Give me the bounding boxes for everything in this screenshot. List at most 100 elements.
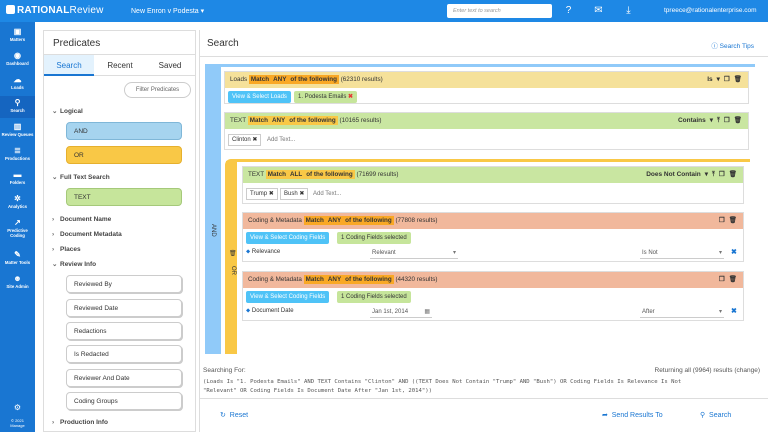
- user-email[interactable]: tpreece@rationalenterprise.com: [664, 7, 757, 14]
- match-of-label: of the following: [343, 275, 394, 284]
- coding-operator-select[interactable]: After ▾: [640, 306, 724, 318]
- text-token[interactable]: Trump ✖: [246, 188, 278, 200]
- match-any-toggle[interactable]: ANY: [325, 216, 344, 225]
- nav-matter-tools[interactable]: ✎ Matter Tools: [0, 250, 35, 265]
- predicate-text[interactable]: TEXT: [66, 188, 182, 206]
- upload-icon[interactable]: ⤒: [717, 117, 720, 124]
- section-logical[interactable]: ⌄ Logical: [52, 107, 83, 115]
- operator-select[interactable]: Contains: [677, 117, 706, 124]
- section-document-name[interactable]: › Document Name: [52, 216, 111, 223]
- nav-loads[interactable]: ☁ Loads: [0, 75, 35, 90]
- tab-recent[interactable]: Recent: [107, 61, 133, 70]
- selected-load-chip[interactable]: 1. Podesta Emails ✖: [294, 91, 358, 103]
- nav-analytics[interactable]: ✲ Analytics: [0, 194, 35, 209]
- predicate-redactions[interactable]: Redactions: [66, 322, 182, 340]
- date-input[interactable]: Jan 1st, 2014 ▦: [370, 306, 432, 318]
- copy-icon[interactable]: ❐: [723, 76, 730, 83]
- loads-predicate: Loads Match ANY of the following (62310 re…: [224, 71, 749, 104]
- upload-icon[interactable]: ⤒: [712, 171, 715, 178]
- search-button[interactable]: ⚲ Search: [700, 411, 731, 419]
- nav-dashboard[interactable]: ◉ Dashboard: [0, 51, 35, 66]
- predicate-reviewer-and-date[interactable]: Reviewer And Date: [66, 369, 182, 387]
- add-text-input[interactable]: Add Text...: [313, 191, 342, 197]
- view-select-loads-button[interactable]: View & Select Loads: [228, 91, 291, 103]
- remove-field-icon[interactable]: ✖: [731, 308, 737, 315]
- trash-icon[interactable]: 🗑: [728, 276, 737, 283]
- nav-site-admin[interactable]: ☻ Site Admin: [0, 274, 35, 289]
- settings-icon[interactable]: ⚙: [13, 403, 22, 412]
- copy-icon[interactable]: ❐: [718, 276, 725, 283]
- section-full-text[interactable]: ⌄ Full Text Search: [52, 173, 110, 181]
- search-tips-link[interactable]: ⓘ Search Tips: [711, 40, 754, 50]
- section-review-info[interactable]: ⌄ Review Info: [52, 260, 96, 268]
- predicate-reviewed-by[interactable]: Reviewed By: [66, 275, 182, 293]
- predicate-and[interactable]: AND: [66, 122, 182, 140]
- match-any-toggle[interactable]: ANY: [271, 75, 289, 84]
- calendar-icon[interactable]: ▦: [424, 309, 430, 315]
- copy-icon[interactable]: ❐: [718, 217, 725, 224]
- remove-field-icon[interactable]: ✖: [731, 249, 737, 256]
- close-icon[interactable]: ✖: [348, 94, 354, 100]
- cloud-upload-icon: ☁: [13, 75, 22, 84]
- result-count: (71699 results): [356, 171, 399, 178]
- copy-icon[interactable]: ❐: [723, 117, 730, 124]
- reset-label: Reset: [229, 412, 249, 419]
- manage-link[interactable]: Manage: [10, 423, 25, 428]
- copy-icon[interactable]: ❐: [718, 171, 725, 178]
- view-select-coding-fields-button[interactable]: View & Select Coding Fields: [246, 232, 330, 244]
- trash-icon[interactable]: 🗑: [733, 76, 742, 83]
- close-icon[interactable]: ✖: [252, 137, 258, 143]
- filter-predicates-input[interactable]: Filter Predicates: [124, 82, 191, 98]
- add-text-input[interactable]: Add Text...: [267, 137, 296, 143]
- nav-footer: ⚙ © 2021 Manage: [0, 403, 35, 428]
- text-header: TEXT Match ANY of the following (10165 res…: [225, 113, 748, 129]
- coding-operator-select[interactable]: Is Not ▾: [640, 247, 724, 259]
- view-select-coding-fields-button[interactable]: View & Select Coding Fields: [246, 291, 330, 303]
- text-token[interactable]: Bush ✖: [280, 188, 309, 200]
- nav-review-queues[interactable]: ▥ Review Queues: [0, 122, 35, 137]
- nav-matters[interactable]: ▣ Matters: [0, 27, 35, 42]
- app-logo[interactable]: RATIONALReview: [6, 5, 104, 16]
- predicate-coding-groups[interactable]: Coding Groups: [66, 392, 182, 410]
- close-icon[interactable]: ✖: [299, 191, 305, 197]
- or-group-bar[interactable]: [226, 161, 237, 354]
- match-any-toggle[interactable]: ANY: [325, 275, 344, 284]
- nav-folders[interactable]: ▬ Folders: [0, 170, 35, 185]
- tab-saved[interactable]: Saved: [158, 61, 182, 70]
- and-group-bar[interactable]: [206, 67, 221, 354]
- briefcase-icon: ▣: [13, 27, 22, 36]
- help-icon[interactable]: ?: [565, 5, 572, 16]
- coding-value-select[interactable]: Relevant ▾: [370, 247, 458, 259]
- search-label: Search: [709, 412, 732, 419]
- trash-icon[interactable]: 🗑: [728, 171, 737, 178]
- tab-search[interactable]: Search: [44, 55, 94, 76]
- section-places[interactable]: › Places: [52, 246, 81, 253]
- match-any-toggle[interactable]: ANY: [269, 116, 288, 125]
- predicate-reviewed-date[interactable]: Reviewed Date: [66, 299, 182, 317]
- send-results-button[interactable]: ➦ Send Results To: [602, 411, 663, 419]
- operator-select[interactable]: Is: [707, 76, 713, 83]
- section-production-info[interactable]: › Production Info: [52, 419, 108, 426]
- trash-icon[interactable]: 🗑: [728, 217, 737, 224]
- tag-icon: ⬥: [246, 308, 251, 314]
- reset-button[interactable]: ↻ Reset: [220, 411, 248, 419]
- section-label: Full Text Search: [60, 174, 110, 181]
- trash-icon[interactable]: 🗑: [733, 117, 742, 124]
- global-search-input[interactable]: Enter text to search: [447, 4, 552, 18]
- download-icon[interactable]: ⤓: [626, 5, 631, 16]
- trash-icon[interactable]: 🗑: [229, 251, 237, 257]
- predicate-is-redacted[interactable]: Is Redacted: [66, 345, 182, 363]
- returning-results[interactable]: Returning all (9964) results (change): [654, 367, 761, 374]
- matter-selector[interactable]: New Enron v Podesta ▾: [131, 7, 204, 15]
- operator-select[interactable]: Does Not Contain: [646, 171, 701, 178]
- match-all-toggle[interactable]: ALL: [287, 170, 305, 179]
- token-label: Bush: [284, 191, 298, 197]
- nav-predictive-coding[interactable]: ↗ Predictive Coding: [0, 218, 35, 238]
- section-document-metadata[interactable]: › Document Metadata: [52, 231, 122, 238]
- predicate-or[interactable]: OR: [66, 146, 182, 164]
- nav-search[interactable]: ⚲ Search: [0, 96, 35, 118]
- text-token[interactable]: Clinton ✖: [228, 134, 262, 146]
- mail-icon[interactable]: ✉: [594, 5, 603, 16]
- close-icon[interactable]: ✖: [268, 191, 274, 197]
- nav-productions[interactable]: ≣ Productions: [0, 146, 35, 161]
